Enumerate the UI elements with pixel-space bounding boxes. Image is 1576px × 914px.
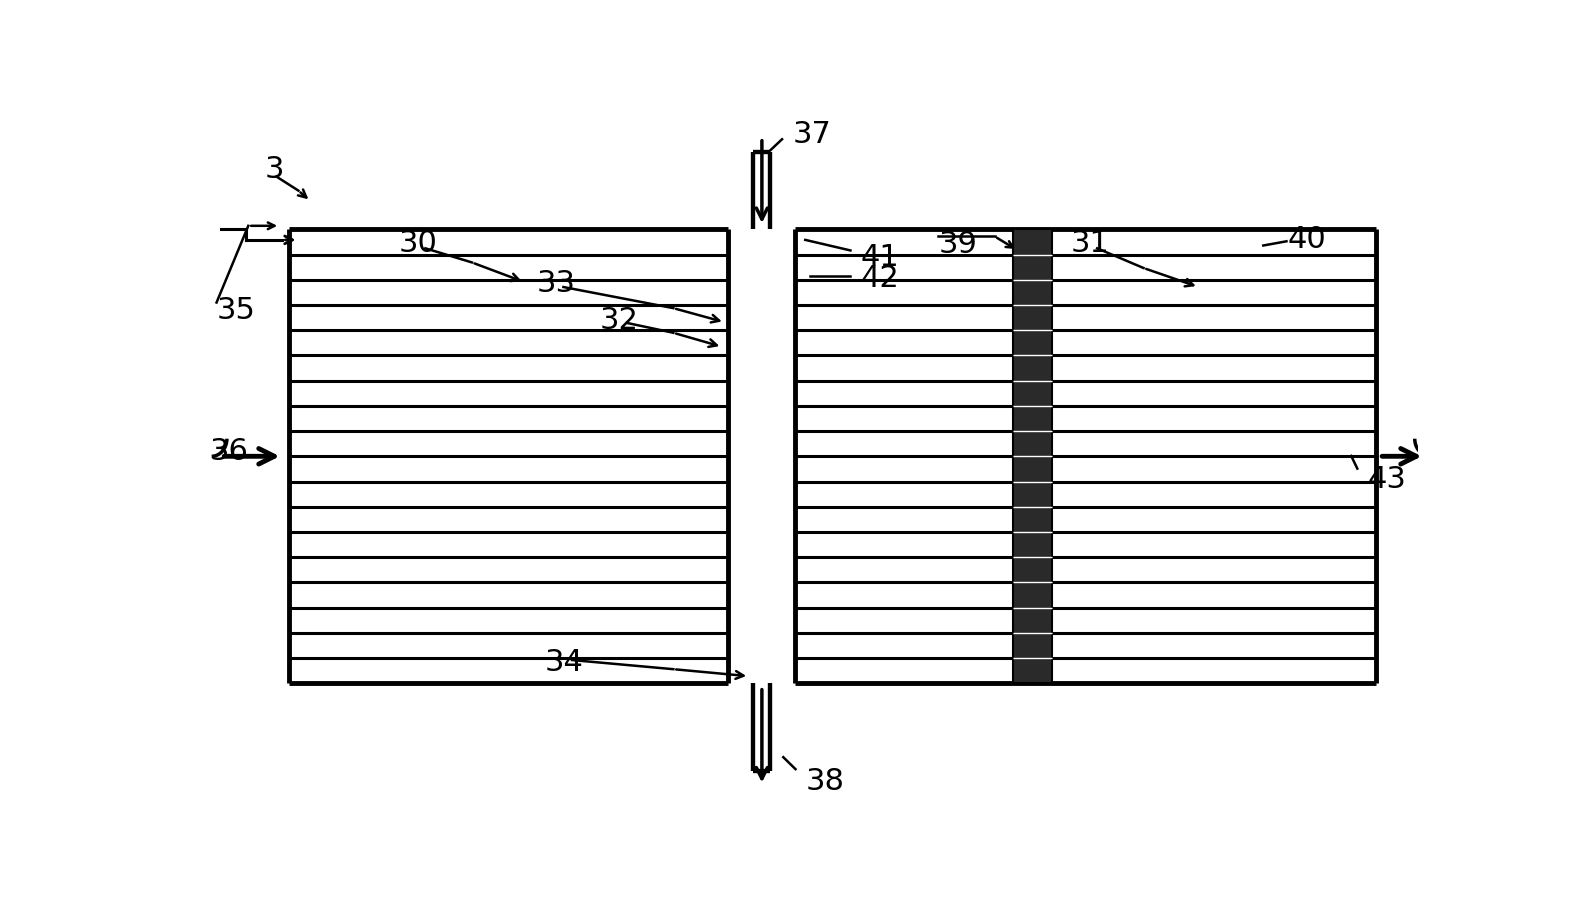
Text: 32: 32 bbox=[600, 306, 638, 335]
Text: 43: 43 bbox=[1366, 464, 1406, 494]
Text: 30: 30 bbox=[399, 228, 438, 258]
Text: 42: 42 bbox=[860, 264, 898, 293]
Text: 3: 3 bbox=[265, 155, 284, 184]
Text: 34: 34 bbox=[545, 648, 585, 676]
Text: 36: 36 bbox=[210, 437, 247, 465]
Text: 33: 33 bbox=[536, 269, 575, 298]
Text: 39: 39 bbox=[938, 230, 977, 260]
Text: 41: 41 bbox=[860, 243, 898, 272]
Text: 40: 40 bbox=[1288, 226, 1327, 254]
Text: 31: 31 bbox=[1070, 228, 1110, 258]
Text: 38: 38 bbox=[805, 767, 845, 796]
Text: 37: 37 bbox=[793, 120, 832, 149]
Bar bbox=[1013, 229, 1053, 684]
Text: 35: 35 bbox=[216, 296, 255, 324]
